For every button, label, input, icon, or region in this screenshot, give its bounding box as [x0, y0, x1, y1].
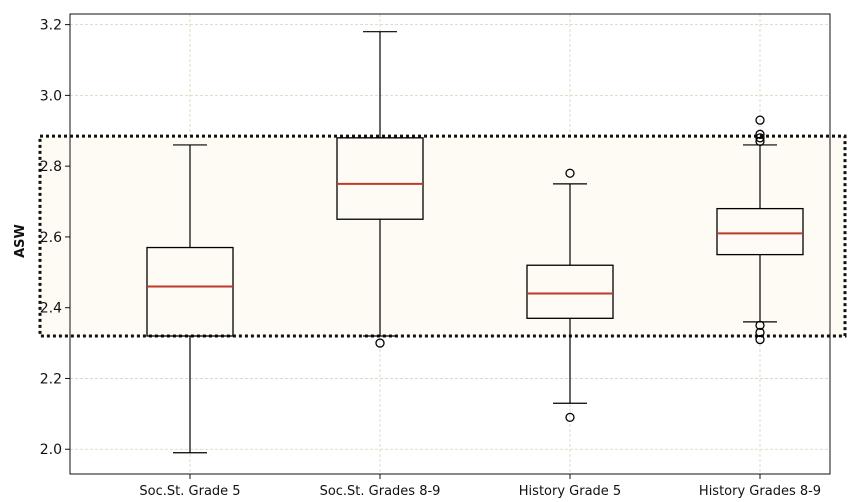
outlier-point	[755, 136, 765, 147]
box-iqr	[146, 246, 234, 337]
outlier-point	[375, 338, 385, 348]
y-tick-label: 2.8	[40, 159, 62, 175]
highlight-band-rect	[38, 134, 847, 338]
y-tick-label: 2.2	[40, 371, 62, 387]
box-iqr	[336, 137, 424, 220]
outlier-point	[565, 168, 575, 178]
x-tick-label: History Grade 5	[519, 484, 621, 499]
y-axis-label: ASW	[13, 224, 28, 258]
box-series	[146, 31, 804, 454]
y-tick-label: 3.0	[40, 88, 62, 104]
y-tick-label: 2.6	[40, 230, 62, 246]
outlier-point	[755, 129, 765, 139]
box-group-3	[526, 168, 614, 423]
x-tick-label: Soc.St. Grade 5	[139, 484, 240, 499]
y-tick-label: 2.0	[40, 442, 62, 458]
box-iqr	[526, 264, 614, 319]
x-tick-label: Soc.St. Grades 8-9	[320, 484, 441, 499]
outlier-point	[755, 320, 765, 331]
plot-frame	[69, 13, 831, 475]
y-tick-label: 3.2	[40, 18, 62, 34]
y-tick-label: 2.4	[40, 301, 62, 317]
x-tick-label: History Grades 8-9	[699, 484, 821, 499]
box-group-1	[146, 144, 234, 454]
outlier-point	[565, 412, 575, 423]
outlier-point	[755, 334, 765, 345]
box-group-4	[716, 115, 804, 345]
outlier-point	[755, 115, 765, 125]
outlier-point	[755, 133, 765, 143]
outlier-point	[755, 327, 765, 338]
box-iqr	[716, 207, 804, 256]
highlight-band	[38, 134, 847, 338]
axes: 2.0 2.2 2.4 2.6 2.8 3.0 3.2 Soc.St. Grade 5 Soc.…	[40, 13, 831, 499]
box-group-2	[336, 31, 424, 348]
